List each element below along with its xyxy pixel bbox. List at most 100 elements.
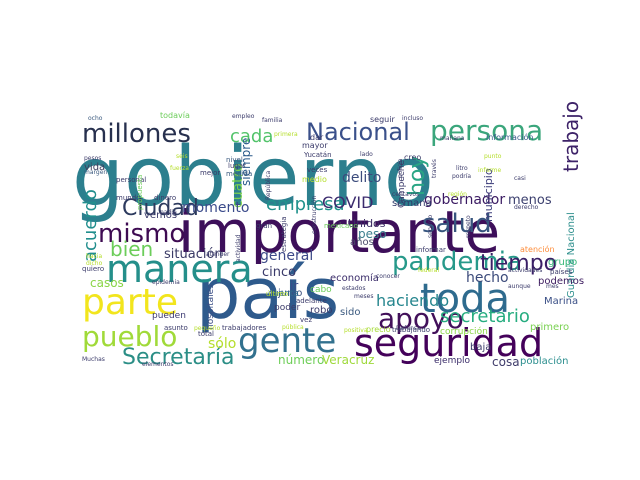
cloud-word: familia (262, 117, 283, 124)
cloud-word: dar (310, 133, 324, 142)
cloud-word: cuatro (230, 163, 246, 208)
cloud-word: República (265, 170, 272, 200)
cloud-word: trabajo (559, 101, 583, 172)
cloud-word: pueden (152, 311, 186, 321)
cloud-word: acuerdo (80, 189, 101, 262)
cloud-word: vez (300, 316, 312, 324)
cloud-word: tiempo (480, 251, 557, 276)
cloud-word: informe (478, 167, 501, 174)
cloud-word: Muchas (82, 356, 105, 363)
cloud-word: actividades (508, 267, 542, 274)
cloud-word: margen (84, 169, 107, 176)
cloud-word: toda (420, 276, 510, 322)
cloud-word: mejor (200, 169, 220, 177)
cloud-word: gobernador (424, 192, 505, 208)
cloud-word: pequeño (194, 325, 221, 332)
cloud-word: federal (418, 267, 439, 274)
cloud-word: meses (354, 293, 373, 300)
cloud-word: casi (514, 175, 526, 182)
cloud-word: todavía (160, 111, 190, 120)
cloud-word: ejemplo (434, 356, 471, 366)
cloud-word: precio (366, 325, 391, 334)
cloud-word: Unidos (348, 217, 386, 230)
cloud-word: asunto (164, 324, 188, 332)
cloud-word: veces (307, 166, 328, 174)
cloud-word: estrategia (280, 216, 288, 252)
cloud-word: adelante (296, 297, 327, 305)
cloud-word: último (266, 290, 288, 298)
cloud-word: epidemia (152, 279, 180, 286)
cloud-word: atención (520, 244, 555, 254)
cloud-word: poder (274, 303, 300, 313)
cloud-word: conocer (376, 273, 400, 280)
cloud-word: total (198, 330, 214, 338)
cloud-word: mundo (116, 194, 140, 202)
cloud-word: nadie (160, 209, 177, 216)
cloud-word: mismo (98, 219, 185, 249)
cloud-word: menos (508, 193, 552, 208)
cloud-word: pública (282, 324, 304, 331)
cloud-word: sólo (208, 336, 236, 352)
cloud-word: positiva (344, 327, 368, 334)
cloud-word: aunque (508, 283, 531, 290)
cloud-word: trabajando (392, 326, 430, 334)
cloud-word: junio (277, 288, 302, 299)
cloud-word: ocho (88, 115, 103, 122)
cloud-word: gran (256, 222, 272, 230)
cloud-word: Nacional (306, 118, 410, 146)
cloud-word: incluso (402, 115, 423, 122)
cloud-word: lugar (228, 162, 246, 170)
cloud-word: construcción (311, 196, 318, 234)
cloud-word: secretario (440, 306, 530, 327)
cloud-word: años (350, 237, 374, 248)
cloud-word: mes (546, 283, 559, 290)
cloud-word: gente (238, 321, 336, 361)
cloud-word: sido (340, 307, 360, 318)
cloud-word: creo (404, 153, 421, 162)
cloud-word: cada (230, 126, 273, 147)
cloud-word: medida (226, 170, 252, 178)
cloud-word: momento (182, 200, 249, 216)
cloud-word: nivel (226, 156, 243, 164)
cloud-word: dinero (154, 194, 176, 202)
cloud-word: Defensa (396, 325, 421, 332)
cloud-word: ir (290, 279, 298, 293)
cloud-word: policía (397, 158, 404, 178)
cloud-word: cosa (492, 355, 520, 369)
cloud-word: situación (164, 247, 223, 262)
cloud-word: COVID (322, 193, 373, 212)
cloud-word: seguir (370, 115, 395, 124)
cloud-word: Guardia Nacional (566, 212, 577, 298)
cloud-word: delito (342, 170, 381, 186)
cloud-word: informar (416, 246, 446, 254)
cloud-word: países (550, 268, 573, 276)
cloud-word: vemos (144, 210, 177, 221)
cloud-word: dicho (86, 260, 103, 267)
cloud-word: seguridad (354, 321, 543, 365)
cloud-word: servicio (427, 215, 434, 238)
cloud-word: Ciudad (122, 196, 199, 221)
cloud-word: millones (82, 119, 191, 149)
cloud-word: bien (110, 237, 153, 261)
cloud-word: Yucatán (303, 151, 332, 159)
cloud-word: mañana (440, 135, 465, 142)
cloud-word: vida (84, 162, 105, 173)
cloud-word: elementos (142, 361, 174, 368)
cloud-word: persona (430, 114, 543, 147)
cloud-word: podemos (538, 276, 584, 287)
cloud-word: información (486, 132, 533, 142)
cloud-word: personal (116, 176, 146, 184)
cloud-word: corrupción (440, 326, 488, 337)
cloud-word: pesos (84, 155, 101, 162)
cloud-word: siempre (239, 138, 253, 186)
cloud-word: través (431, 159, 438, 178)
cloud-word: medio (302, 175, 327, 184)
cloud-word: general (260, 248, 313, 264)
cloud-word: fuerza (170, 165, 189, 172)
cloud-word: hacia (86, 253, 102, 260)
cloud-word: mayor (302, 141, 328, 150)
cloud-word: centavos (392, 191, 419, 198)
cloud-word: municipio (482, 168, 495, 222)
cloud-word: actividad (235, 234, 242, 262)
